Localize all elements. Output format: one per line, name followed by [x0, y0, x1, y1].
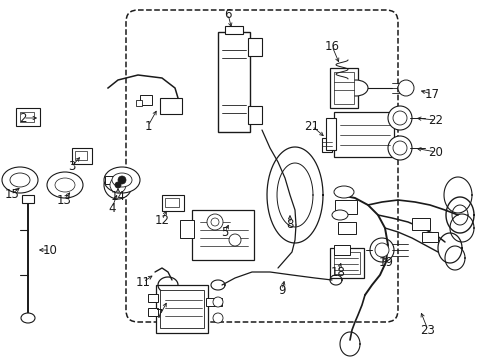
Bar [334, 72, 354, 104]
Text: 2: 2 [19, 112, 27, 125]
Ellipse shape [2, 167, 38, 193]
Text: 14: 14 [111, 189, 125, 202]
Bar [338, 222, 356, 234]
Text: 22: 22 [428, 113, 443, 126]
Text: 7: 7 [156, 309, 164, 321]
Text: 19: 19 [378, 256, 393, 269]
Bar [412, 218, 430, 230]
Bar [160, 290, 204, 328]
Bar [335, 200, 357, 214]
Ellipse shape [104, 171, 132, 199]
Ellipse shape [388, 136, 412, 160]
Ellipse shape [332, 210, 348, 220]
Ellipse shape [213, 297, 223, 307]
Bar [180, 220, 194, 238]
Text: 4: 4 [108, 202, 116, 215]
Text: 13: 13 [56, 194, 72, 207]
Bar [16, 108, 40, 126]
Bar [330, 68, 358, 108]
Text: 23: 23 [420, 324, 436, 337]
Bar [334, 245, 350, 255]
Ellipse shape [213, 313, 223, 323]
Text: 11: 11 [136, 275, 150, 288]
Text: 12: 12 [154, 213, 170, 226]
Bar [140, 95, 152, 105]
Ellipse shape [370, 238, 394, 262]
Text: 3: 3 [68, 159, 75, 172]
Text: 9: 9 [278, 284, 286, 297]
Text: 20: 20 [429, 145, 443, 158]
Bar [334, 252, 360, 274]
Text: 10: 10 [43, 243, 57, 256]
Bar [330, 248, 364, 278]
Bar [248, 38, 262, 56]
Bar [148, 308, 158, 316]
Text: 15: 15 [4, 188, 20, 201]
Ellipse shape [21, 313, 35, 323]
Text: 1: 1 [144, 120, 152, 132]
Bar [322, 138, 332, 152]
Text: 16: 16 [324, 40, 340, 53]
Bar [248, 106, 262, 124]
Ellipse shape [10, 173, 30, 187]
Bar [206, 298, 222, 306]
Bar [326, 118, 336, 150]
Bar [334, 112, 394, 157]
Text: 17: 17 [424, 87, 440, 100]
Ellipse shape [334, 186, 354, 198]
Bar [20, 112, 34, 122]
Bar [148, 294, 158, 302]
Ellipse shape [388, 106, 412, 130]
Ellipse shape [207, 214, 223, 230]
Ellipse shape [393, 111, 407, 125]
Text: 5: 5 [221, 225, 229, 238]
Text: 8: 8 [286, 217, 294, 230]
Ellipse shape [344, 80, 368, 96]
Bar [160, 98, 182, 114]
Ellipse shape [55, 178, 75, 192]
Ellipse shape [375, 243, 389, 257]
Bar [156, 285, 208, 333]
Ellipse shape [112, 173, 132, 187]
Bar [165, 198, 179, 207]
Ellipse shape [229, 234, 241, 246]
Bar [136, 100, 142, 106]
Ellipse shape [398, 80, 414, 96]
Text: 18: 18 [331, 266, 345, 279]
Ellipse shape [211, 218, 219, 226]
Ellipse shape [393, 141, 407, 155]
Ellipse shape [115, 182, 121, 188]
Bar [225, 26, 243, 34]
Ellipse shape [104, 167, 140, 193]
Ellipse shape [110, 177, 126, 193]
Bar [162, 195, 184, 211]
Bar [105, 176, 115, 184]
Bar [422, 232, 438, 242]
Bar [72, 148, 92, 164]
Text: 6: 6 [224, 8, 232, 21]
Bar [218, 32, 250, 132]
Ellipse shape [118, 176, 126, 184]
Bar [192, 210, 254, 260]
Text: 21: 21 [304, 120, 319, 132]
Ellipse shape [47, 172, 83, 198]
Bar [75, 151, 87, 160]
Bar [22, 195, 34, 203]
